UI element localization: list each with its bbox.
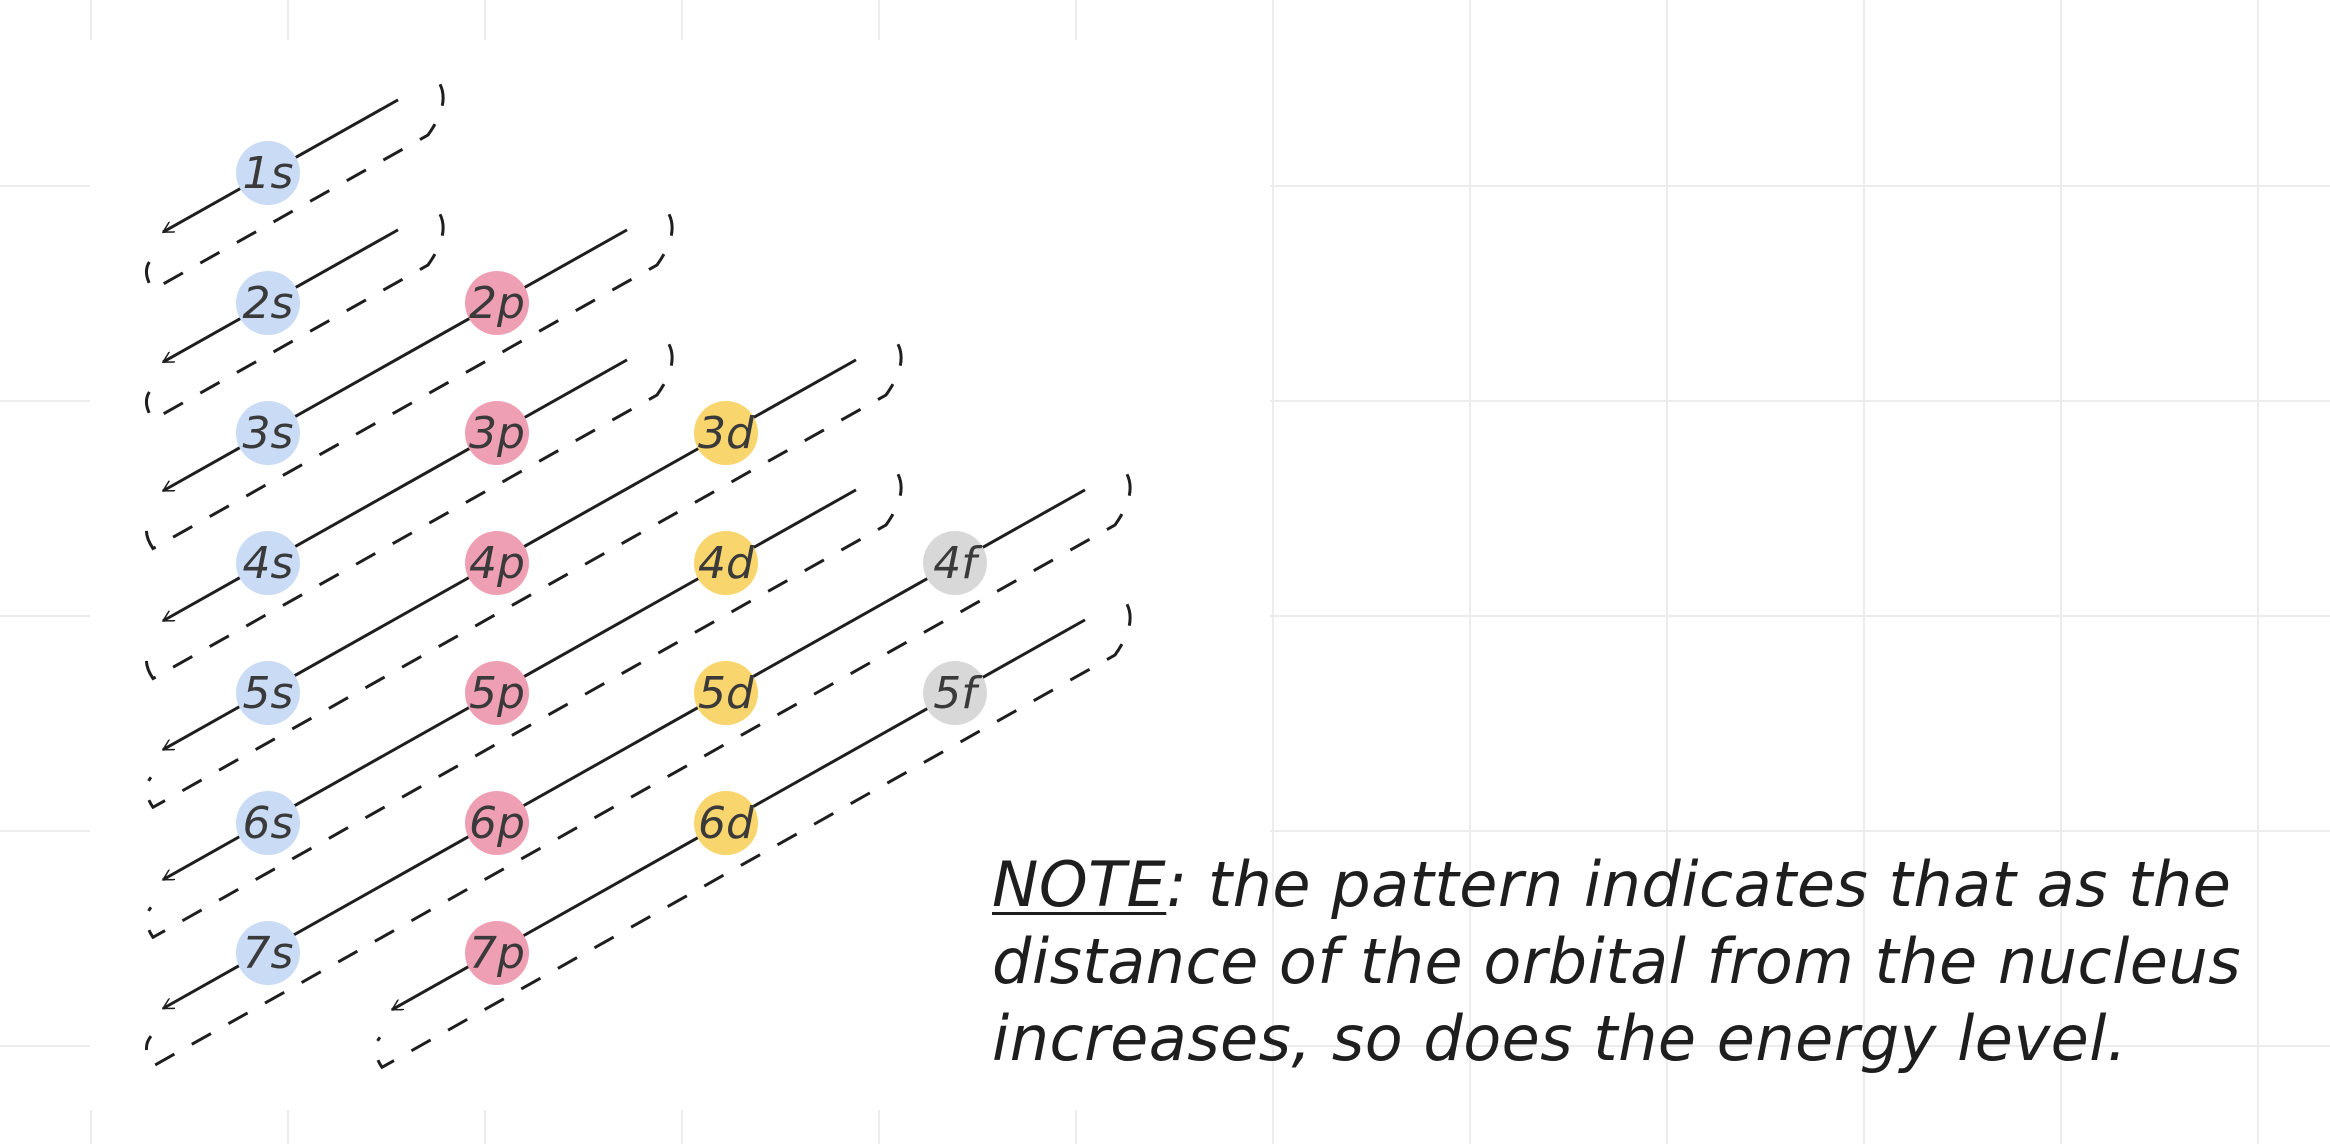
orbital-5f: 5f: [923, 661, 987, 725]
orbital-label-2p: 2p: [469, 278, 525, 329]
orbital-5d: 5d: [694, 661, 758, 725]
orbital-label-5d: 5d: [698, 668, 755, 719]
orbital-circle-1s: [236, 141, 300, 205]
orbital-label-3p: 3p: [469, 408, 525, 459]
orbital-label-6s: 6s: [243, 798, 294, 849]
dashed-guide-1: [145, 83, 445, 292]
dashed-guide-7: [145, 473, 1132, 1069]
orbital-label-7s: 7s: [243, 928, 294, 979]
orbital-label-1s: 1s: [243, 148, 294, 199]
aufbau-diagram: 1s 2s 2p 3s 3p 3d 4s 4p 4d 4f 5s 5p 5d 5f 6s 6p 6d 7s 7p: [145, 83, 1132, 1070]
orbital-2s: 2s: [236, 271, 300, 335]
note-text: NOTE: the pattern indicates that as the …: [992, 846, 2312, 1077]
orbital-label-4d: 4d: [698, 538, 755, 589]
diagonal-guide-lines: [145, 83, 1132, 1070]
dashed-guide-3: [145, 213, 674, 551]
orbital-label-5p: 5p: [469, 668, 525, 719]
note-line-1: NOTE: the pattern indicates that as the: [992, 846, 2312, 923]
orbital-circle-6s: [236, 791, 300, 855]
orbital-label-3d: 3d: [698, 408, 755, 459]
orbital-4d: 4d: [694, 531, 758, 595]
orbital-grid: 1s 2s 2p 3s 3p 3d 4s 4p 4d 4f 5s 5p 5d 5f 6s 6p 6d 7s 7p: [236, 141, 987, 985]
orbital-4s: 4s: [236, 531, 300, 595]
orbital-3s: 3s: [236, 401, 300, 465]
orbital-circle-7s: [236, 921, 300, 985]
orbital-label-2s: 2s: [243, 278, 294, 329]
orbital-circle-7p: [465, 921, 529, 985]
orbital-circle-2s: [236, 271, 300, 335]
orbital-2p: 2p: [465, 271, 529, 335]
orbital-label-5f: 5f: [933, 668, 983, 719]
orbital-7p: 7p: [465, 921, 529, 985]
orbital-circle-4f: [923, 531, 987, 595]
orbital-circle-2p: [465, 271, 529, 335]
dashed-guide-5: [145, 343, 903, 810]
aufbau-diagram-panel: 1s 2s 2p 3s 3p 3d 4s 4p 4d 4f 5s 5p 5d 5f 6s 6p 6d 7s 7p: [90, 40, 1270, 1110]
orbital-4p: 4p: [465, 531, 529, 595]
orbital-circle-4d: [694, 531, 758, 595]
orbital-label-4p: 4p: [469, 538, 525, 589]
orbital-7s: 7s: [236, 921, 300, 985]
orbital-label-6d: 6d: [698, 798, 755, 849]
orbital-label-6p: 6p: [469, 798, 525, 849]
orbital-circle-4p: [465, 531, 529, 595]
note-line-2: distance of the orbital from the nucleus: [992, 925, 2242, 998]
orbital-1s: 1s: [236, 141, 300, 205]
orbital-label-4f: 4f: [933, 538, 983, 589]
orbital-label-3s: 3s: [243, 408, 294, 459]
orbital-circle-6p: [465, 791, 529, 855]
orbital-6s: 6s: [236, 791, 300, 855]
orbital-5s: 5s: [236, 661, 300, 725]
note-label: NOTE: [992, 848, 1167, 921]
orbital-6d: 6d: [694, 791, 758, 855]
dashed-guide-6: [145, 473, 903, 940]
orbital-circle-6d: [694, 791, 758, 855]
orbital-3d: 3d: [694, 401, 758, 465]
orbital-label-5s: 5s: [243, 668, 294, 719]
orbital-circle-5d: [694, 661, 758, 725]
orbital-circle-5f: [923, 661, 987, 725]
orbital-circle-4s: [236, 531, 300, 595]
orbital-label-4s: 4s: [243, 538, 294, 589]
dashed-guide-4: [145, 343, 674, 681]
orbital-3p: 3p: [465, 401, 529, 465]
note-line-3: increases, so does the energy level.: [992, 1002, 2128, 1075]
orbital-circle-3d: [694, 401, 758, 465]
orbital-5p: 5p: [465, 661, 529, 725]
note-line-1-text: : the pattern indicates that as the: [1166, 848, 2232, 921]
orbital-circle-5s: [236, 661, 300, 725]
dashed-guide-8: [374, 603, 1132, 1070]
filling-arrow-3p-4s: [163, 358, 628, 623]
orbital-label-7p: 7p: [469, 928, 525, 979]
orbital-circle-3p: [465, 401, 529, 465]
orbital-6p: 6p: [465, 791, 529, 855]
orbital-4f: 4f: [923, 531, 987, 595]
orbital-circle-3s: [236, 401, 300, 465]
orbital-circle-5p: [465, 661, 529, 725]
dashed-guide-2: [145, 213, 445, 422]
